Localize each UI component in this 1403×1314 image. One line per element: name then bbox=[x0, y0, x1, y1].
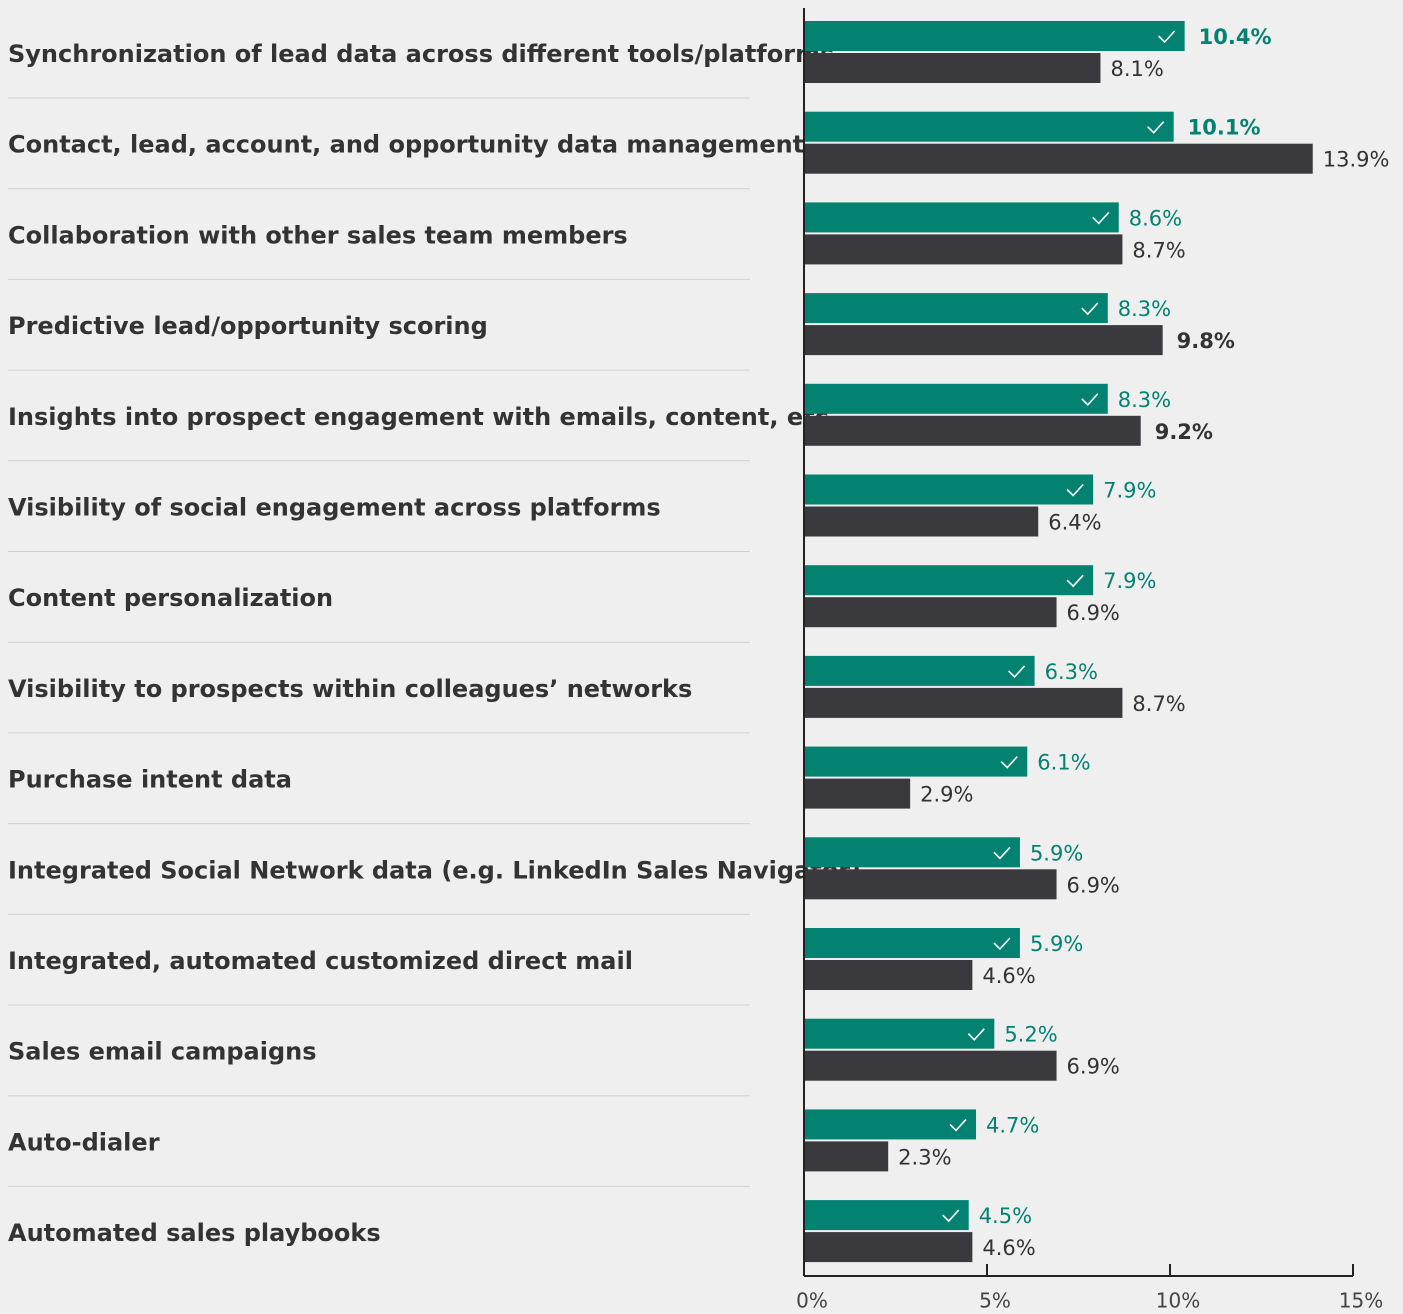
check-icon bbox=[1147, 121, 1165, 134]
bar bbox=[804, 325, 1163, 356]
category-label: Auto-dialer bbox=[8, 1128, 160, 1156]
bar bbox=[804, 746, 1028, 777]
bar bbox=[804, 565, 1094, 596]
bar bbox=[804, 960, 973, 990]
check-icon bbox=[942, 1209, 960, 1223]
x-tick-label: 15% bbox=[1339, 1289, 1383, 1313]
bar bbox=[804, 202, 1119, 233]
value-label: 9.8% bbox=[1177, 329, 1235, 353]
x-tick-label: 10% bbox=[1156, 1289, 1200, 1313]
bar bbox=[804, 415, 1141, 446]
check-icon bbox=[1081, 302, 1099, 316]
value-label: 6.9% bbox=[1067, 601, 1120, 625]
value-label: 5.9% bbox=[1030, 841, 1083, 865]
category-label: Visibility to prospects within colleague… bbox=[8, 675, 692, 703]
value-label: 8.7% bbox=[1132, 692, 1185, 716]
x-tick-label: 5% bbox=[979, 1289, 1011, 1313]
value-label: 7.9% bbox=[1103, 479, 1156, 503]
value-label: 8.6% bbox=[1129, 206, 1182, 230]
bar bbox=[804, 1109, 977, 1140]
value-label: 8.1% bbox=[1110, 57, 1163, 81]
check-icon bbox=[1081, 393, 1099, 406]
check-icon bbox=[1092, 211, 1110, 225]
value-label: 9.2% bbox=[1155, 420, 1213, 444]
bar bbox=[804, 474, 1094, 505]
bar bbox=[804, 111, 1174, 142]
value-label: 6.4% bbox=[1048, 511, 1101, 535]
check-icon bbox=[949, 1118, 967, 1132]
bar bbox=[804, 687, 1123, 718]
bar bbox=[804, 506, 1039, 537]
value-label: 4.7% bbox=[986, 1113, 1039, 1137]
value-label: 4.6% bbox=[982, 1236, 1035, 1260]
bar bbox=[804, 234, 1123, 265]
category-label: Predictive lead/opportunity scoring bbox=[8, 312, 488, 340]
value-label: 4.5% bbox=[979, 1204, 1032, 1228]
category-label: Integrated Social Network data (e.g. Lin… bbox=[8, 856, 861, 884]
bar bbox=[804, 143, 1313, 174]
value-label: 8.3% bbox=[1118, 297, 1171, 321]
check-icon bbox=[993, 846, 1011, 860]
bar bbox=[804, 293, 1108, 324]
category-label: Content personalization bbox=[8, 584, 333, 612]
x-tick-label: 0% bbox=[796, 1289, 828, 1313]
bar bbox=[804, 597, 1057, 628]
check-icon bbox=[993, 937, 1011, 951]
category-label: Purchase intent data bbox=[8, 766, 292, 794]
bar bbox=[804, 869, 1057, 900]
category-label: Synchronization of lead data across diff… bbox=[8, 40, 834, 68]
value-label: 8.7% bbox=[1132, 238, 1185, 262]
category-label: Visibility of social engagement across p… bbox=[8, 494, 661, 522]
value-label: 13.9% bbox=[1323, 148, 1390, 172]
bar bbox=[804, 1050, 1057, 1081]
category-label: Insights into prospect engagement with e… bbox=[8, 403, 838, 431]
check-icon bbox=[1000, 756, 1018, 769]
value-label: 6.9% bbox=[1067, 1055, 1120, 1079]
value-label: 2.3% bbox=[898, 1145, 951, 1169]
bar bbox=[804, 1018, 995, 1049]
bar bbox=[804, 1141, 889, 1172]
bar bbox=[804, 53, 1101, 83]
value-label: 8.3% bbox=[1118, 388, 1171, 412]
value-label: 10.1% bbox=[1188, 116, 1261, 140]
value-label: 6.3% bbox=[1045, 660, 1098, 684]
category-label: Automated sales playbooks bbox=[8, 1219, 381, 1247]
category-label: Collaboration with other sales team memb… bbox=[8, 221, 628, 249]
check-icon bbox=[1066, 483, 1084, 497]
value-label: 2.9% bbox=[920, 783, 973, 807]
bar bbox=[804, 928, 1020, 958]
check-icon bbox=[1008, 665, 1026, 679]
category-label: Integrated, automated customized direct … bbox=[8, 947, 633, 975]
value-label: 5.2% bbox=[1004, 1023, 1057, 1047]
bar bbox=[804, 655, 1035, 686]
bar bbox=[804, 383, 1108, 414]
value-label: 4.6% bbox=[982, 964, 1035, 988]
bar bbox=[804, 1200, 969, 1231]
bar bbox=[804, 1232, 973, 1263]
check-icon bbox=[1066, 574, 1084, 588]
bar bbox=[804, 837, 1020, 868]
bar bbox=[804, 778, 911, 809]
value-label: 6.9% bbox=[1067, 873, 1120, 897]
value-label: 10.4% bbox=[1199, 25, 1272, 49]
value-label: 7.9% bbox=[1103, 569, 1156, 593]
category-label: Sales email campaigns bbox=[8, 1038, 317, 1066]
check-icon bbox=[1158, 30, 1176, 44]
category-label: Contact, lead, account, and opportunity … bbox=[8, 131, 804, 159]
check-icon bbox=[967, 1028, 985, 1041]
value-label: 6.1% bbox=[1037, 751, 1090, 775]
value-label: 5.9% bbox=[1030, 932, 1083, 956]
bar bbox=[804, 21, 1185, 51]
